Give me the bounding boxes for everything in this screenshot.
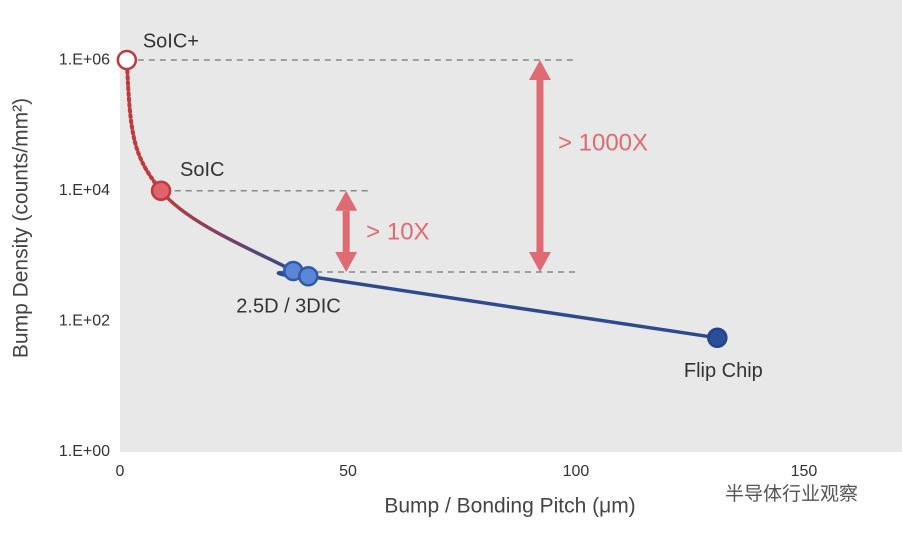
point-label: SoIC+ bbox=[143, 30, 199, 52]
point-label: Flip Chip bbox=[684, 360, 763, 382]
x-tick-label: 50 bbox=[339, 463, 357, 480]
arrow-head bbox=[528, 251, 551, 272]
point-label: SoIC bbox=[180, 159, 224, 181]
arrow-head bbox=[335, 190, 358, 211]
plot-area bbox=[120, 0, 902, 452]
y-tick-label: 1.E+00 bbox=[59, 443, 110, 460]
arrow-label: > 10X bbox=[366, 219, 429, 246]
y-tick-label: 1.E+04 bbox=[59, 182, 110, 199]
data-point bbox=[707, 327, 728, 349]
data-point bbox=[298, 266, 319, 287]
watermark: 半导体行业观察 bbox=[725, 483, 858, 505]
x-tick-label: 0 bbox=[116, 463, 125, 480]
line-segment bbox=[159, 189, 295, 273]
data-point bbox=[116, 49, 138, 71]
data-point bbox=[150, 180, 172, 201]
arrow-head bbox=[528, 60, 551, 81]
arrow-head bbox=[335, 251, 358, 272]
x-tick-label: 100 bbox=[563, 463, 590, 480]
line-segment bbox=[124, 58, 164, 193]
arrow-label: > 1000X bbox=[558, 129, 648, 156]
point-label: 2.5D / 3DIC bbox=[236, 295, 340, 317]
y-axis-title: Bump Density (counts/mm²) bbox=[10, 98, 33, 358]
y-tick-label: 1.E+06 bbox=[59, 51, 110, 68]
y-tick-label: 1.E+02 bbox=[59, 313, 110, 330]
x-axis-title: Bump / Bonding Pitch (μm) bbox=[384, 495, 635, 518]
x-tick-label: 150 bbox=[791, 463, 818, 480]
